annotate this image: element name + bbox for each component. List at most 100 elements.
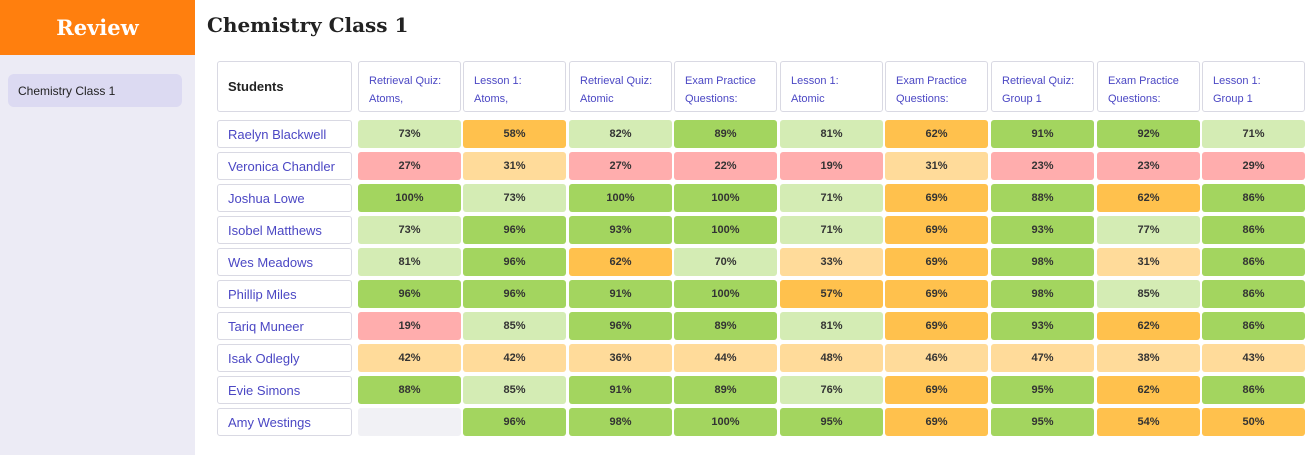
score-cell[interactable]: 100% <box>358 184 461 212</box>
score-cell[interactable]: 100% <box>674 408 777 436</box>
score-cell[interactable]: 85% <box>463 376 566 404</box>
student-name-link[interactable]: Phillip Miles <box>217 280 352 308</box>
score-cell[interactable]: 89% <box>674 376 777 404</box>
student-name-link[interactable]: Raelyn Blackwell <box>217 120 352 148</box>
score-cell[interactable]: 86% <box>1202 184 1305 212</box>
score-cell[interactable]: 95% <box>991 376 1094 404</box>
score-cell[interactable]: 23% <box>1097 152 1200 180</box>
score-cell[interactable]: 69% <box>885 280 988 308</box>
score-cell[interactable]: 31% <box>463 152 566 180</box>
score-cell[interactable]: 29% <box>1202 152 1305 180</box>
score-cell[interactable]: 88% <box>358 376 461 404</box>
score-cell[interactable]: 98% <box>991 280 1094 308</box>
score-cell[interactable]: 91% <box>569 376 672 404</box>
score-cell[interactable]: 86% <box>1202 248 1305 276</box>
column-header[interactable]: Exam Practice Questions: <box>885 61 988 112</box>
score-cell[interactable]: 31% <box>885 152 988 180</box>
score-cell[interactable]: 77% <box>1097 216 1200 244</box>
score-cell[interactable]: 100% <box>674 184 777 212</box>
column-header[interactable]: Lesson 1: Atomic <box>780 61 883 112</box>
score-cell[interactable]: 86% <box>1202 280 1305 308</box>
student-name-link[interactable]: Amy Westings <box>217 408 352 436</box>
score-cell[interactable]: 69% <box>885 184 988 212</box>
score-cell[interactable]: 69% <box>885 312 988 340</box>
score-cell[interactable]: 27% <box>358 152 461 180</box>
column-header[interactable]: Exam Practice Questions: <box>1097 61 1200 112</box>
score-cell[interactable]: 93% <box>569 216 672 244</box>
column-header[interactable]: Exam Practice Questions: <box>674 61 777 112</box>
score-cell[interactable]: 19% <box>780 152 883 180</box>
column-header[interactable]: Retrieval Quiz: Atomic <box>569 61 672 112</box>
score-cell[interactable]: 62% <box>1097 184 1200 212</box>
score-cell[interactable]: 69% <box>885 408 988 436</box>
score-cell[interactable]: 36% <box>569 344 672 372</box>
score-cell[interactable]: 46% <box>885 344 988 372</box>
student-name-link[interactable]: Isobel Matthews <box>217 216 352 244</box>
score-cell[interactable]: 38% <box>1097 344 1200 372</box>
score-cell[interactable]: 96% <box>358 280 461 308</box>
score-cell[interactable]: 19% <box>358 312 461 340</box>
student-name-link[interactable]: Veronica Chandler <box>217 152 352 180</box>
score-cell[interactable]: 73% <box>463 184 566 212</box>
score-cell[interactable]: 62% <box>1097 376 1200 404</box>
score-cell[interactable]: 91% <box>569 280 672 308</box>
score-cell[interactable]: 89% <box>674 120 777 148</box>
brand-header[interactable]: Review <box>0 0 195 55</box>
score-cell[interactable]: 73% <box>358 216 461 244</box>
column-header[interactable]: Lesson 1: Group 1 <box>1202 61 1305 112</box>
score-cell[interactable]: 57% <box>780 280 883 308</box>
score-cell[interactable]: 81% <box>780 120 883 148</box>
score-cell[interactable]: 62% <box>569 248 672 276</box>
score-cell[interactable]: 100% <box>569 184 672 212</box>
score-cell[interactable]: 91% <box>991 120 1094 148</box>
score-cell[interactable]: 42% <box>358 344 461 372</box>
score-cell[interactable]: 42% <box>463 344 566 372</box>
student-name-link[interactable]: Tariq Muneer <box>217 312 352 340</box>
score-cell[interactable]: 86% <box>1202 312 1305 340</box>
score-cell[interactable]: 100% <box>674 280 777 308</box>
score-cell[interactable]: 43% <box>1202 344 1305 372</box>
score-cell[interactable]: 69% <box>885 248 988 276</box>
score-cell[interactable]: 95% <box>991 408 1094 436</box>
score-cell[interactable]: 81% <box>358 248 461 276</box>
score-cell[interactable]: 93% <box>991 216 1094 244</box>
score-cell[interactable]: 73% <box>358 120 461 148</box>
score-cell[interactable]: 62% <box>1097 312 1200 340</box>
score-cell[interactable]: 96% <box>463 408 566 436</box>
sidebar-item-chemistry-class-1[interactable]: Chemistry Class 1 <box>8 74 182 107</box>
score-cell[interactable]: 96% <box>463 248 566 276</box>
score-cell[interactable]: 70% <box>674 248 777 276</box>
score-cell[interactable]: 76% <box>780 376 883 404</box>
student-name-link[interactable]: Evie Simons <box>217 376 352 404</box>
score-cell[interactable]: 58% <box>463 120 566 148</box>
score-cell[interactable]: 85% <box>463 312 566 340</box>
student-name-link[interactable]: Wes Meadows <box>217 248 352 276</box>
score-cell[interactable]: 88% <box>991 184 1094 212</box>
score-cell[interactable]: 95% <box>780 408 883 436</box>
score-cell[interactable]: 69% <box>885 216 988 244</box>
column-header[interactable]: Lesson 1: Atoms, <box>463 61 566 112</box>
score-cell[interactable]: 27% <box>569 152 672 180</box>
score-cell[interactable]: 71% <box>1202 120 1305 148</box>
student-name-link[interactable]: Isak Odlegly <box>217 344 352 372</box>
student-name-link[interactable]: Joshua Lowe <box>217 184 352 212</box>
score-cell[interactable]: 98% <box>569 408 672 436</box>
score-cell[interactable]: 85% <box>1097 280 1200 308</box>
score-cell[interactable]: 33% <box>780 248 883 276</box>
score-cell[interactable]: 69% <box>885 376 988 404</box>
column-header[interactable]: Retrieval Quiz: Atoms, <box>358 61 461 112</box>
score-cell[interactable]: 86% <box>1202 216 1305 244</box>
score-cell[interactable]: 92% <box>1097 120 1200 148</box>
score-cell[interactable]: 23% <box>991 152 1094 180</box>
score-cell[interactable]: 86% <box>1202 376 1305 404</box>
score-cell[interactable]: 100% <box>674 216 777 244</box>
score-cell[interactable]: 89% <box>674 312 777 340</box>
score-cell[interactable]: 96% <box>463 216 566 244</box>
score-cell[interactable]: 31% <box>1097 248 1200 276</box>
score-cell[interactable]: 48% <box>780 344 883 372</box>
score-cell[interactable]: 96% <box>463 280 566 308</box>
score-cell[interactable]: 71% <box>780 216 883 244</box>
score-cell[interactable]: 82% <box>569 120 672 148</box>
score-cell[interactable]: 47% <box>991 344 1094 372</box>
score-cell[interactable]: 93% <box>991 312 1094 340</box>
